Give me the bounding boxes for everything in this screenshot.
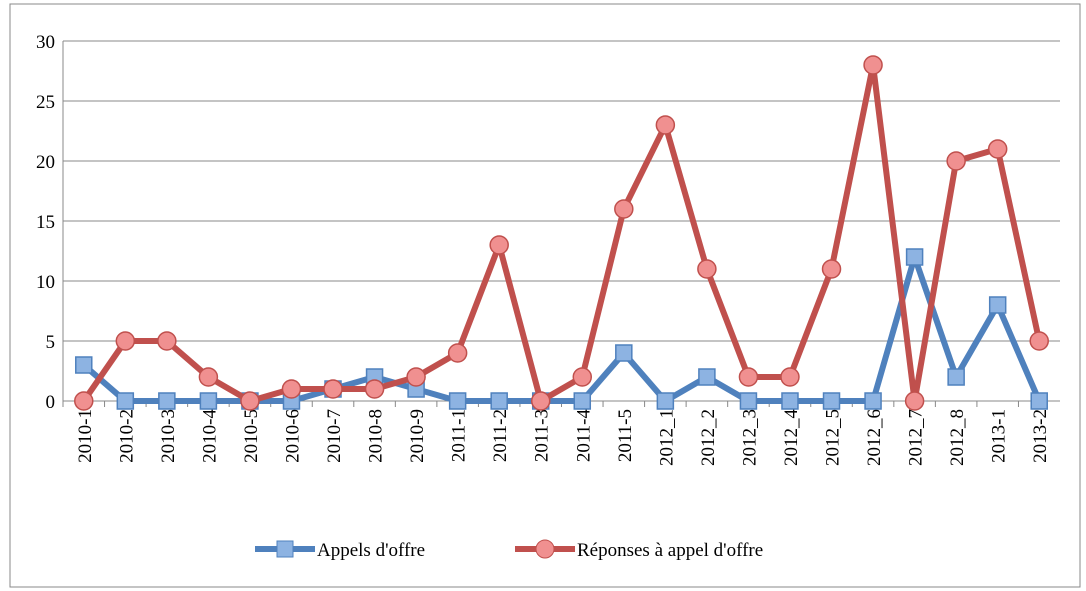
marker [490,392,508,410]
marker [904,391,925,411]
marker [199,392,218,410]
marker [75,356,93,374]
x-tick-label: 2010-5 [241,409,262,463]
x-tick-label: 2010-4 [199,409,220,463]
x-tick-label: 2012_2 [698,409,719,466]
x-tick-label: 2013-1 [989,409,1010,463]
legend-marker [535,539,555,559]
x-tick-label: 2010-1 [75,409,96,463]
marker [489,235,509,255]
legend-label: Appels d'offre [317,540,425,561]
y-tick-label: 20 [36,152,55,173]
y-tick-label: 15 [36,212,55,233]
marker [530,391,551,411]
x-tick-label: 2012_3 [739,409,760,466]
x-tick-label: 2011-3 [532,409,553,462]
y-tick-label: 0 [46,392,56,413]
x-tick-label: 2010-2 [116,409,137,463]
x-tick-label: 2012_4 [781,409,802,467]
marker [116,392,135,410]
marker [572,367,593,387]
marker [448,392,467,410]
marker [739,392,758,410]
x-tick-label: 2010-6 [282,409,303,463]
y-tick-label: 5 [46,332,56,353]
marker [281,379,302,399]
x-tick-label: 2012_7 [906,409,927,466]
marker [157,331,177,351]
y-tick-label: 10 [36,272,55,293]
marker [864,392,882,410]
x-tick-label: 2012_5 [823,409,844,466]
x-tick-label: 2011-4 [573,409,594,463]
x-tick-label: 2011-2 [490,409,511,462]
marker [863,55,883,75]
marker [905,248,924,266]
marker [364,379,385,399]
marker [698,368,716,386]
marker [947,368,965,386]
marker [655,115,676,135]
marker [987,139,1008,159]
x-tick-label: 2010-9 [407,409,428,463]
marker [821,259,842,279]
x-tick-label: 2012_1 [656,409,677,466]
marker [697,259,717,279]
x-tick-label: 2011-1 [449,409,470,462]
marker [780,367,800,387]
y-tick-label: 25 [36,92,55,113]
marker [158,392,176,410]
y-tick-label: 30 [36,32,55,53]
marker [447,343,468,363]
marker [614,199,634,219]
chart-border [9,3,1081,588]
x-tick-label: 2013-2 [1030,409,1051,463]
marker [74,391,94,411]
marker [406,367,426,387]
marker [615,344,633,362]
x-tick-label: 2010-3 [158,409,179,463]
legend-label: Réponses à appel d'offre [577,540,763,561]
marker [115,331,136,351]
marker [323,379,343,399]
legend-marker [276,540,294,558]
marker [738,367,759,387]
marker [988,296,1007,314]
marker [198,367,219,387]
marker [781,392,799,410]
marker [822,392,841,410]
marker [946,151,966,171]
x-tick-label: 2010-7 [324,409,345,463]
x-tick-label: 2010-8 [366,409,387,463]
marker [240,391,260,411]
marker [1029,331,1049,351]
marker [656,392,675,410]
x-tick-label: 2012_8 [947,409,968,466]
x-tick-label: 2011-5 [615,409,636,462]
marker [1030,392,1048,410]
x-tick-label: 2012_6 [864,409,885,466]
marker [573,392,592,410]
